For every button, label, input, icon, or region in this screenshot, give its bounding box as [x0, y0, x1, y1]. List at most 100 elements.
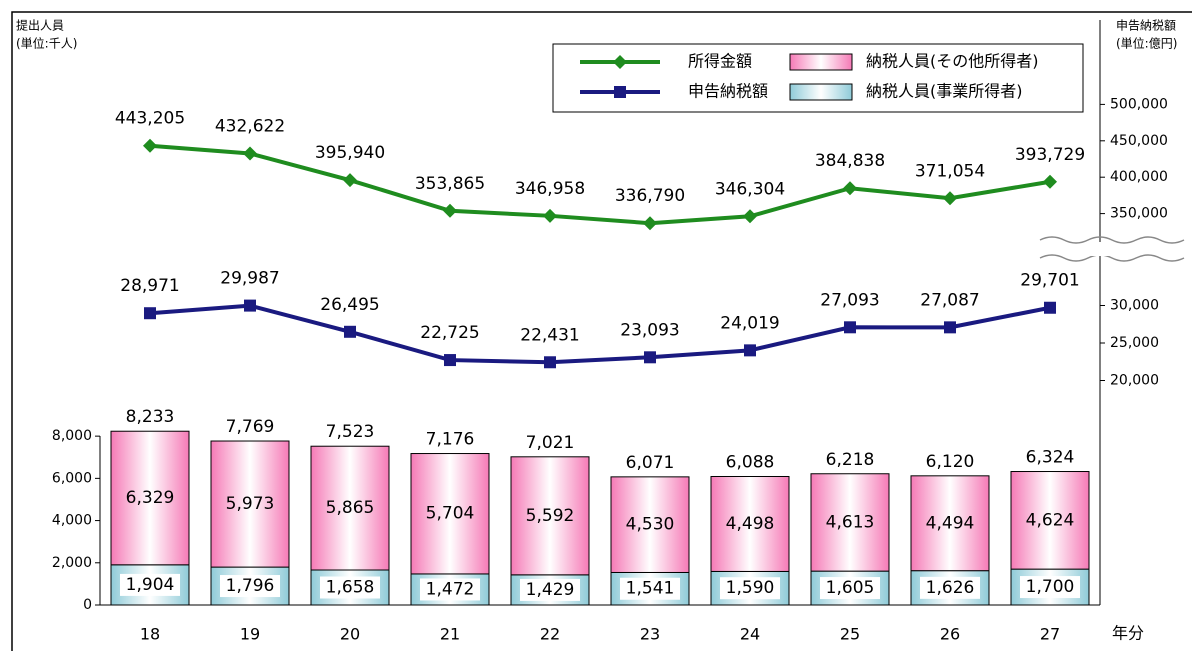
axis-break-gap — [1088, 242, 1112, 256]
marker — [443, 203, 457, 218]
x-tick-label: 19 — [240, 625, 260, 644]
y2-tick-label: 20,000 — [1110, 373, 1159, 389]
y-tick-label: 2,000 — [52, 555, 92, 571]
value-label: 26,495 — [320, 295, 379, 315]
bar-segment — [810, 473, 890, 572]
legend-swatch — [789, 83, 853, 101]
value-label: 4,624 — [1026, 510, 1075, 530]
bar-segment — [310, 445, 390, 571]
y2-tick-label: 450,000 — [1110, 133, 1168, 149]
bar-segment — [410, 453, 490, 575]
marker — [644, 351, 656, 364]
label-bg — [1020, 576, 1080, 599]
value-label: 336,790 — [615, 186, 685, 206]
value-label: 1,590 — [726, 578, 775, 598]
y-tick-label: 8,000 — [52, 428, 92, 444]
value-label: 1,700 — [1026, 577, 1075, 597]
value-label: 393,729 — [1015, 145, 1085, 165]
total-label: 8,233 — [126, 407, 175, 427]
y-tick-label: 0 — [83, 597, 92, 613]
bar-segment — [110, 430, 190, 566]
x-tick-label: 20 — [340, 625, 360, 644]
left-axis-label: 提出人員 — [16, 18, 64, 33]
value-label: 23,093 — [620, 320, 679, 340]
label-bg — [920, 576, 980, 599]
total-label: 7,176 — [426, 430, 475, 450]
value-label: 1,541 — [626, 579, 675, 599]
frame — [11, 11, 1192, 651]
legend-label: 納税人員(事業所得者) — [866, 82, 1023, 101]
value-label: 1,429 — [526, 580, 575, 600]
value-label: 5,592 — [526, 506, 575, 526]
marker — [444, 354, 456, 367]
x-tick-label: 24 — [740, 625, 760, 644]
y2-tick-label: 400,000 — [1110, 169, 1168, 185]
total-label: 6,120 — [926, 452, 975, 472]
value-label: 4,613 — [826, 512, 875, 532]
value-label: 432,622 — [215, 116, 285, 136]
marker — [344, 325, 356, 338]
value-label: 1,472 — [426, 579, 475, 599]
marker — [944, 321, 956, 334]
x-tick-label: 27 — [1040, 625, 1060, 644]
bar-segment — [710, 475, 790, 572]
marker — [613, 55, 627, 69]
marker — [144, 307, 156, 320]
y-tick-label: 6,000 — [52, 470, 92, 486]
value-label: 371,054 — [915, 161, 985, 181]
value-label: 22,431 — [520, 325, 579, 345]
value-label: 4,494 — [926, 513, 975, 533]
total-label: 7,769 — [226, 417, 275, 437]
total-label: 6,324 — [1026, 448, 1075, 468]
value-label: 29,701 — [1020, 271, 1079, 291]
bar-segment — [910, 475, 990, 572]
value-label: 1,626 — [926, 578, 975, 598]
axis-break — [1039, 236, 1185, 262]
label-bg — [220, 575, 280, 598]
label-bg — [520, 578, 580, 601]
marker — [244, 299, 256, 312]
label-bg — [620, 577, 680, 600]
label-bg — [720, 577, 780, 600]
x-tick-label: 25 — [840, 625, 860, 644]
x-tick-label: 23 — [640, 625, 660, 644]
right-axis-label: (単位:億円) — [1116, 36, 1177, 51]
legend-label: 納税人員(その他所得者) — [866, 52, 1039, 71]
value-label: 353,865 — [415, 174, 485, 194]
x-tick-label: 26 — [940, 625, 960, 644]
marker — [744, 344, 756, 357]
marker — [543, 208, 557, 223]
total-label: 7,021 — [526, 433, 575, 453]
value-label: 29,987 — [220, 269, 279, 289]
marker — [843, 181, 857, 196]
y2-tick-label: 25,000 — [1110, 335, 1159, 351]
total-label: 7,523 — [326, 422, 375, 442]
value-label: 443,205 — [115, 109, 185, 129]
y2-tick-label: 350,000 — [1110, 206, 1168, 222]
marker — [643, 216, 657, 231]
value-label: 27,087 — [920, 290, 979, 310]
value-label: 1,658 — [326, 578, 375, 598]
value-label: 4,498 — [726, 514, 775, 534]
value-label: 24,019 — [720, 313, 779, 333]
marker — [1043, 174, 1057, 189]
legend-swatch — [789, 53, 853, 71]
value-label: 1,605 — [826, 578, 875, 598]
y2-tick-label: 30,000 — [1110, 298, 1159, 314]
value-label: 346,958 — [515, 179, 585, 199]
value-label: 5,704 — [426, 504, 475, 524]
bar-segment — [610, 476, 690, 573]
label-bg — [420, 578, 480, 601]
bar-segment — [1010, 471, 1090, 570]
y2-tick-label: 500,000 — [1110, 96, 1168, 112]
x-tick-label: 22 — [540, 625, 560, 644]
value-label: 384,838 — [815, 151, 885, 171]
value-label: 5,973 — [226, 494, 275, 514]
line — [149, 303, 1051, 365]
bar-segment — [210, 440, 290, 568]
total-label: 6,088 — [726, 452, 775, 472]
total-label: 6,218 — [826, 450, 875, 470]
total-label: 6,071 — [626, 453, 675, 473]
value-label: 4,530 — [626, 515, 675, 535]
marker — [743, 209, 757, 224]
